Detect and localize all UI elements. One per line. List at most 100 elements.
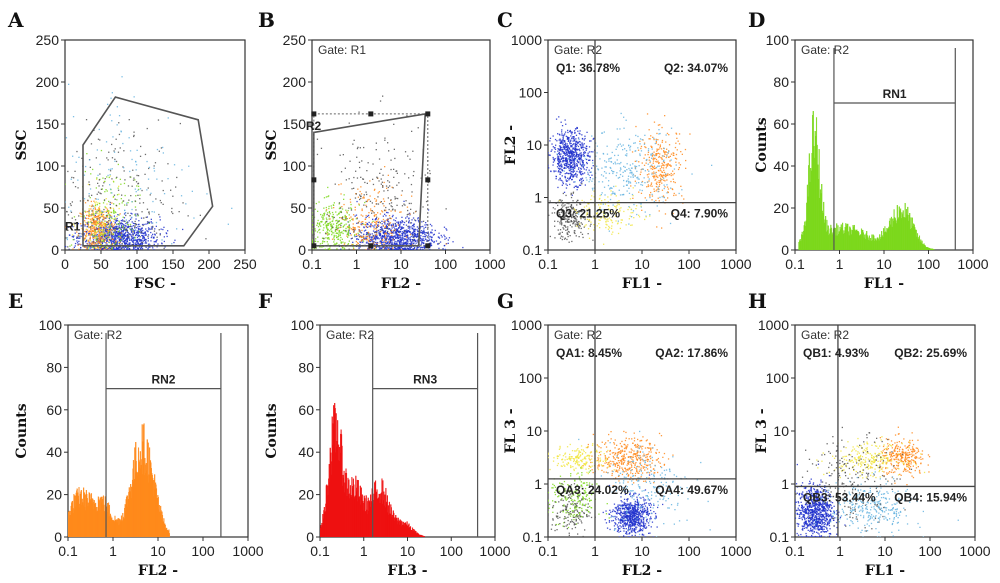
event-dot (681, 153, 683, 155)
event-dot (124, 243, 126, 245)
event-dot (106, 247, 108, 249)
event-dot (79, 237, 81, 239)
event-dot (312, 217, 313, 220)
event-dot (385, 243, 387, 245)
event-dot (119, 233, 121, 235)
event-dot (640, 206, 642, 208)
event-dot (73, 216, 76, 218)
event-dot (116, 223, 118, 225)
event-dot (611, 151, 613, 154)
event-dot (139, 188, 142, 190)
event-dot (331, 211, 334, 214)
event-dot (118, 185, 120, 187)
event-dot (424, 235, 426, 238)
event-dot (382, 174, 384, 176)
event-dot (636, 213, 638, 216)
event-dot (586, 166, 588, 169)
event-dot (653, 177, 655, 179)
event-dot (630, 170, 632, 172)
event-dot (96, 204, 98, 206)
event-dot (77, 222, 80, 225)
event-dot (643, 143, 646, 145)
event-dot (123, 213, 126, 215)
event-dot (103, 199, 106, 201)
event-dot (556, 157, 559, 159)
event-dot (111, 243, 114, 245)
event-dot (562, 145, 565, 147)
event-dot (632, 197, 634, 199)
event-dot (138, 231, 141, 233)
event-dot (558, 162, 561, 164)
event-dot (101, 239, 103, 242)
event-dot (104, 249, 106, 250)
event-dot (89, 236, 91, 238)
event-dot (131, 216, 133, 218)
event-dot (415, 236, 418, 238)
event-dot (333, 202, 335, 204)
event-dot (139, 202, 141, 204)
event-dot (140, 243, 142, 245)
event-dot (586, 179, 588, 181)
event-dot (401, 249, 404, 250)
event-dot (119, 178, 121, 180)
event-dot (663, 150, 665, 152)
event-dot (397, 230, 399, 232)
event-dot (346, 226, 349, 228)
event-dot (567, 150, 570, 152)
event-dot (405, 217, 407, 219)
event-dot (669, 160, 671, 162)
event-dot (558, 168, 561, 170)
event-dot (79, 232, 81, 235)
event-dot (116, 215, 118, 218)
event-dot (569, 164, 571, 166)
event-dot (407, 242, 409, 244)
event-dot (155, 198, 157, 200)
event-dot (368, 235, 371, 237)
event-dot (114, 221, 116, 223)
event-dot (345, 223, 347, 225)
event-dot (552, 164, 554, 166)
event-dot (569, 172, 572, 174)
event-dot (395, 243, 397, 245)
event-dot (566, 138, 569, 140)
event-dot (574, 225, 577, 227)
event-dot (670, 159, 672, 161)
event-dot (118, 207, 120, 210)
event-dot (127, 202, 129, 204)
event-dot (574, 232, 576, 235)
event-dot (396, 204, 398, 206)
event-dot (393, 226, 395, 228)
event-dot (72, 236, 74, 238)
event-dot (411, 242, 413, 244)
event-dot (199, 214, 201, 216)
event-dot (573, 143, 575, 145)
event-dot (371, 240, 373, 242)
event-dot (331, 238, 334, 240)
event-dot (327, 233, 330, 235)
event-dot (569, 165, 571, 167)
event-dot (633, 203, 635, 206)
event-dot (231, 207, 233, 209)
event-dot (357, 238, 360, 241)
event-dot (123, 217, 126, 219)
event-dot (358, 230, 360, 232)
event-dot (327, 243, 329, 245)
event-dot (77, 234, 79, 236)
event-dot (102, 177, 104, 179)
event-dot (416, 248, 418, 250)
event-dot (660, 178, 662, 181)
event-dot (576, 170, 578, 173)
event-dot (357, 196, 359, 198)
event-dot (139, 246, 141, 248)
event-dot (124, 229, 127, 231)
event-dot (565, 146, 568, 149)
event-dot (374, 224, 376, 226)
event-dot (115, 226, 117, 228)
event-dot (419, 238, 422, 240)
event-dot (326, 241, 328, 243)
event-dot (385, 209, 387, 211)
event-dot (445, 243, 447, 245)
event-dot (360, 223, 362, 225)
event-dot (353, 176, 355, 179)
event-dot (361, 209, 363, 212)
